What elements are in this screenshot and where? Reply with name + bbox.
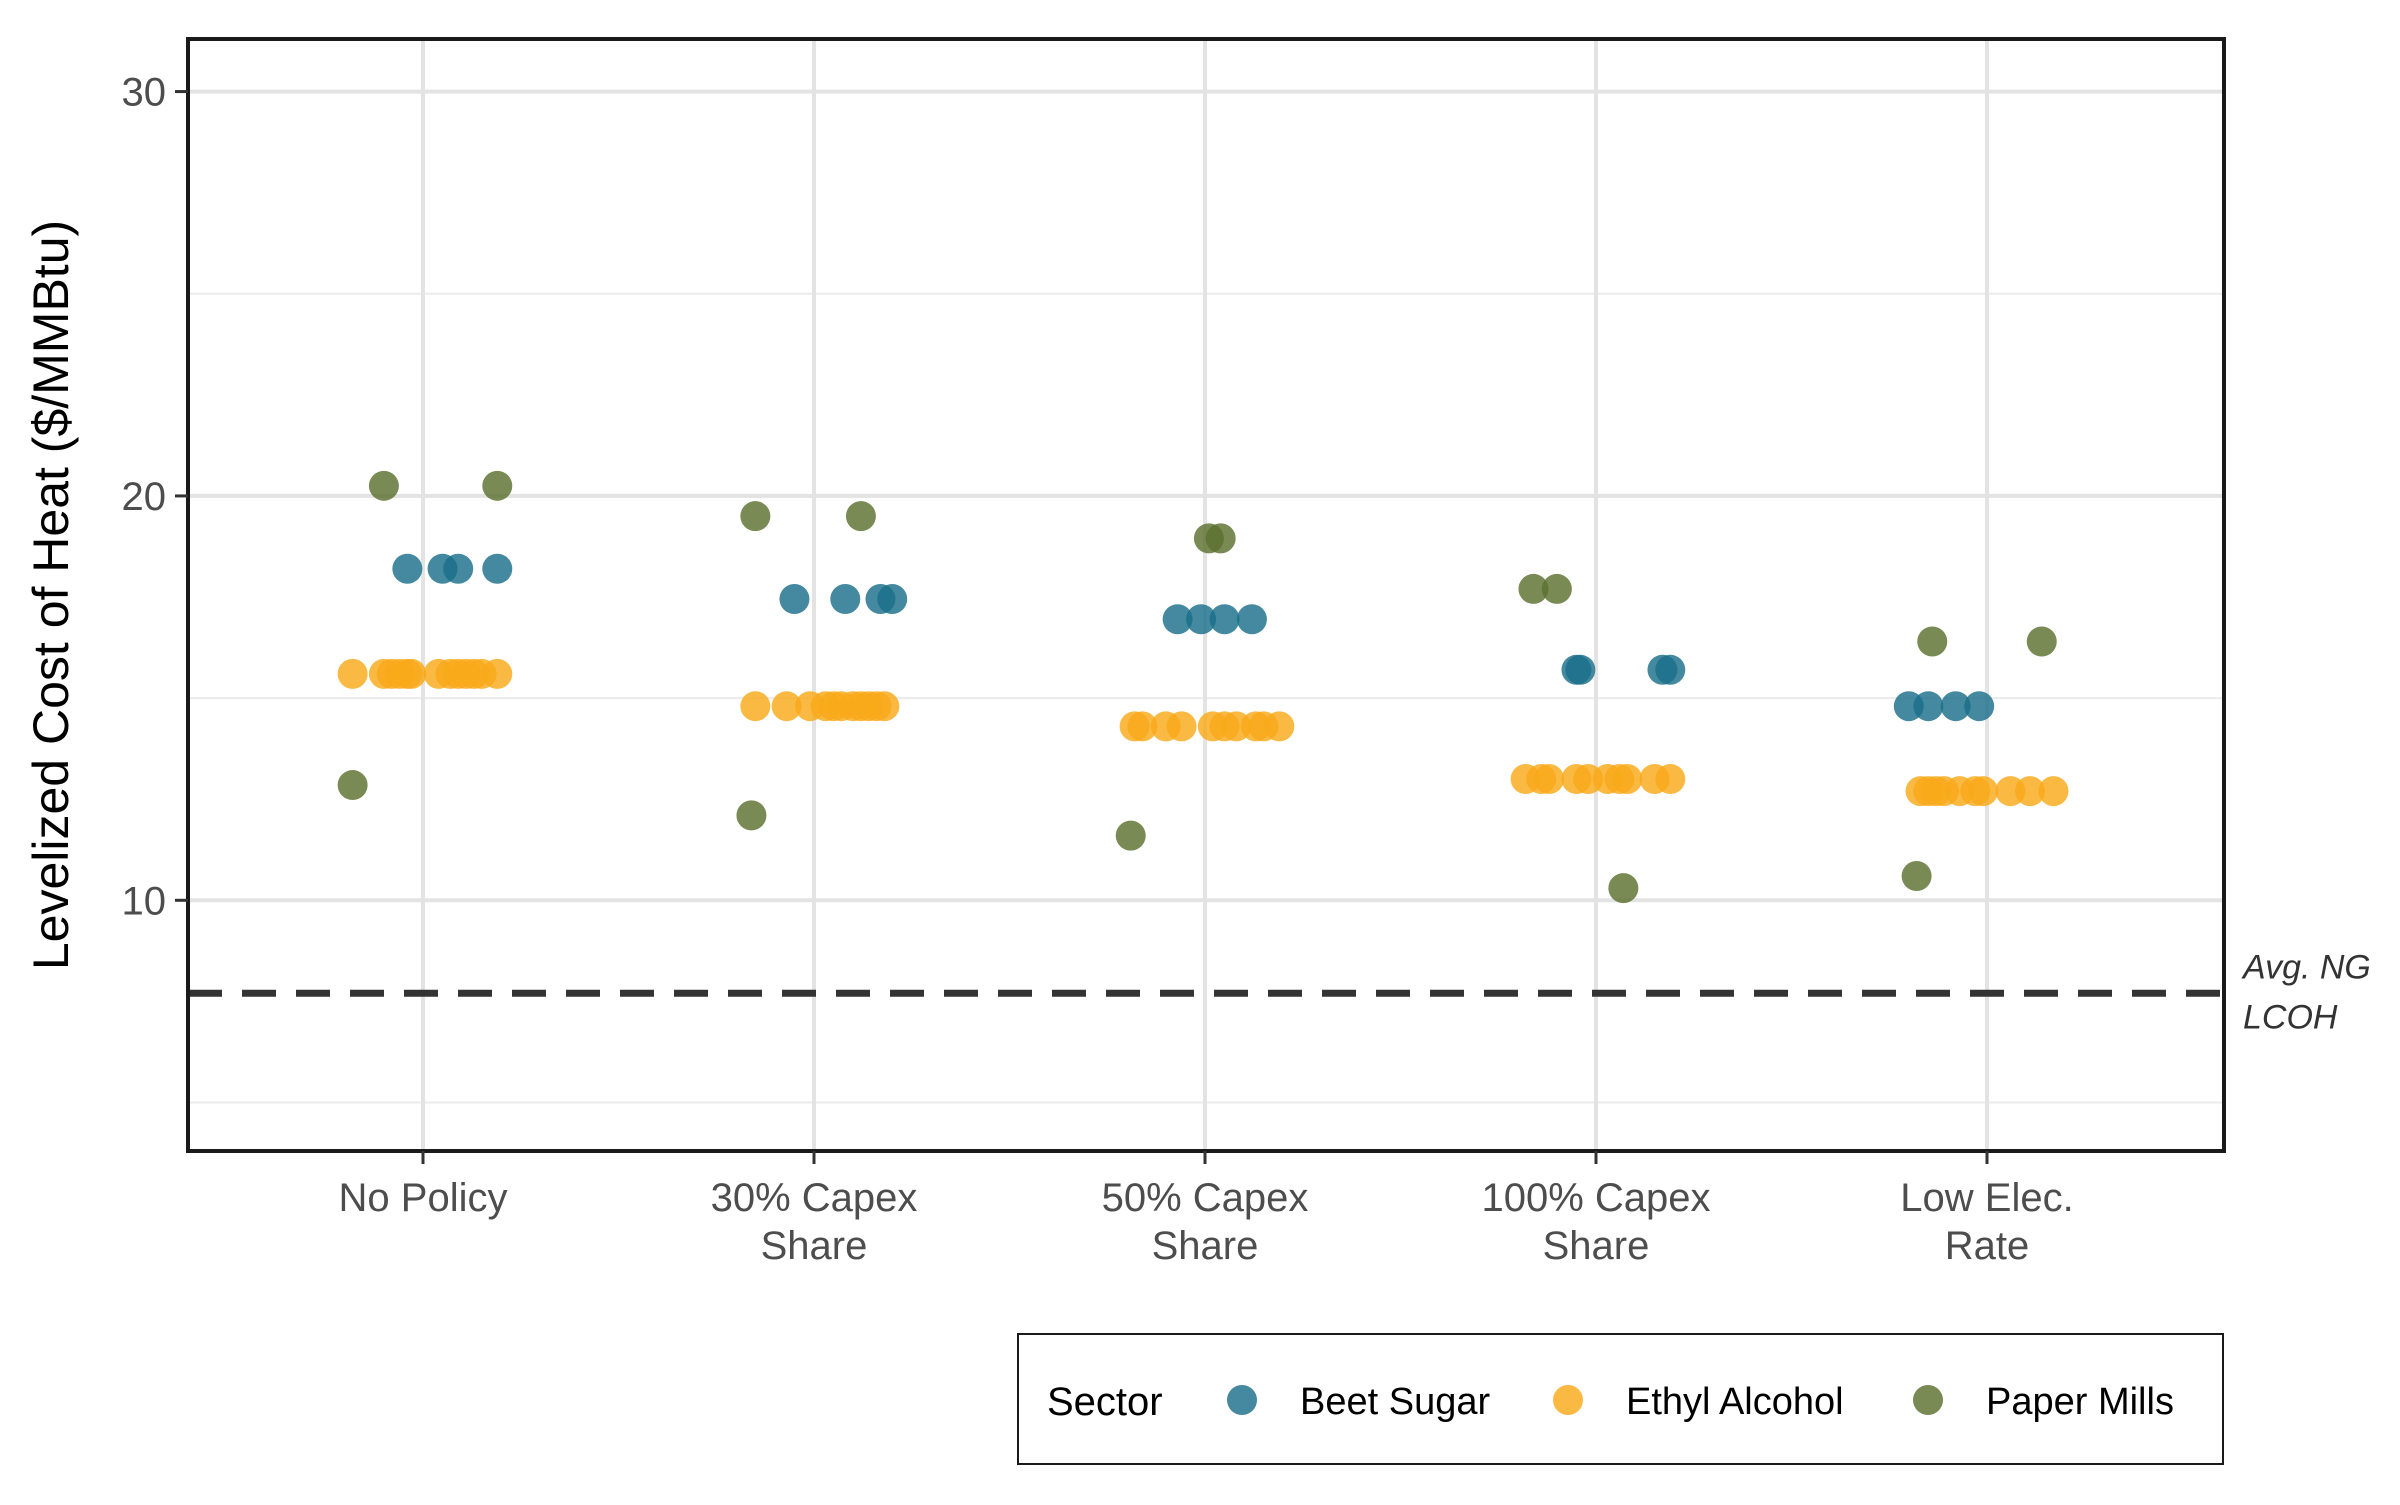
legend-key-ethyl-alcohol (1553, 1385, 1583, 1415)
data-point-ethyl-alcohol (869, 691, 900, 722)
data-point-paper-mills (337, 770, 368, 801)
x-tick-label: Low Elec. Rate (1900, 1176, 2073, 1268)
data-point-paper-mills (1608, 873, 1639, 904)
data-point-beet-sugar (779, 584, 810, 615)
data-point-paper-mills (482, 470, 513, 501)
x-tick-label-line: Rate (1945, 1224, 2030, 1268)
data-point-ethyl-alcohol (396, 658, 427, 689)
data-point-ethyl-alcohol (1655, 763, 1686, 794)
x-tick-label: 30% Capex Share (711, 1176, 918, 1268)
reference-line-label: Avg. NG LCOH (2241, 948, 2371, 1036)
x-tick-label-line: No Policy (339, 1176, 508, 1220)
data-point-paper-mills (1901, 861, 1932, 892)
data-point-beet-sugar (1236, 604, 1267, 635)
data-point-beet-sugar (482, 553, 513, 584)
data-point-beet-sugar (1186, 604, 1217, 635)
x-tick-label: 50% Capex Share (1102, 1176, 1309, 1268)
data-point-ethyl-alcohol (337, 658, 368, 689)
data-point-paper-mills (1518, 573, 1549, 604)
data-point-paper-mills (736, 800, 767, 831)
legend-key-paper-mills (1913, 1385, 1943, 1415)
data-point-beet-sugar (1940, 691, 1971, 722)
x-tick-label-line: Share (1543, 1224, 1650, 1268)
data-point-beet-sugar (830, 584, 861, 615)
data-point-beet-sugar (1565, 654, 1596, 685)
data-point-ethyl-alcohol (2015, 776, 2046, 807)
data-point-ethyl-alcohol (1127, 711, 1158, 742)
data-point-ethyl-alcohol (740, 691, 771, 722)
data-point-beet-sugar (1655, 654, 1686, 685)
data-point-paper-mills (1917, 626, 1948, 657)
data-point-beet-sugar (1209, 604, 1240, 635)
data-point-paper-mills (368, 470, 399, 501)
annotation-layer: Avg. NG LCOH (2241, 948, 2371, 1036)
data-point-beet-sugar (877, 584, 908, 615)
legend-box (1017, 1333, 2224, 1465)
points-layer (337, 470, 2069, 904)
reference-line-label-line: LCOH (2243, 998, 2338, 1036)
legend: Sector Beet Sugar Ethyl Alcohol Paper Mill… (1017, 1333, 2224, 1465)
x-tick-label-line: Share (761, 1224, 868, 1268)
data-point-ethyl-alcohol (2038, 776, 2069, 807)
data-point-beet-sugar (1913, 691, 1944, 722)
data-point-ethyl-alcohol (1166, 711, 1197, 742)
data-point-ethyl-alcohol (482, 658, 513, 689)
legend-label-beet-sugar: Beet Sugar (1300, 1381, 1490, 1423)
data-point-paper-mills (845, 501, 876, 532)
data-point-beet-sugar (1964, 691, 1995, 722)
x-tick-label: No Policy (339, 1176, 508, 1220)
data-point-paper-mills (1205, 523, 1236, 554)
legend-label-paper-mills: Paper Mills (1986, 1381, 2174, 1423)
x-tick-label-line: Share (1152, 1224, 1259, 1268)
x-tick-label-line: Low Elec. (1900, 1176, 2073, 1220)
data-point-ethyl-alcohol (771, 691, 802, 722)
x-tick-label-line: 100% Capex (1481, 1176, 1710, 1220)
y-tick-label: 30 (122, 71, 167, 115)
data-point-paper-mills (2026, 626, 2057, 657)
data-point-paper-mills (1115, 820, 1146, 851)
x-tick-label: 100% Capex Share (1481, 1176, 1710, 1268)
data-point-ethyl-alcohol (1534, 763, 1565, 794)
y-tick-label: 10 (122, 879, 167, 923)
grid-layer (188, 39, 2224, 1151)
x-tick-label-line: 50% Capex (1102, 1176, 1309, 1220)
legend-title: Sector (1047, 1380, 1163, 1424)
data-point-paper-mills (740, 501, 771, 532)
data-point-ethyl-alcohol (1612, 763, 1643, 794)
legend-items: Beet Sugar Ethyl Alcohol Paper Mills (1227, 1381, 2174, 1423)
data-point-beet-sugar (443, 553, 474, 584)
reference-line-label-line: Avg. NG (2241, 948, 2371, 986)
legend-key-beet-sugar (1227, 1385, 1257, 1415)
data-point-beet-sugar (1162, 604, 1193, 635)
data-point-paper-mills (1541, 573, 1572, 604)
legend-label-ethyl-alcohol: Ethyl Alcohol (1626, 1381, 1844, 1423)
data-point-ethyl-alcohol (1264, 711, 1295, 742)
y-axis-label: Levelized Cost of Heat ($/MMBtu) (23, 220, 79, 970)
y-tick-label: 20 (122, 475, 167, 519)
data-point-ethyl-alcohol (1968, 776, 1999, 807)
data-point-beet-sugar (392, 553, 423, 584)
x-tick-label-line: 30% Capex (711, 1176, 918, 1220)
